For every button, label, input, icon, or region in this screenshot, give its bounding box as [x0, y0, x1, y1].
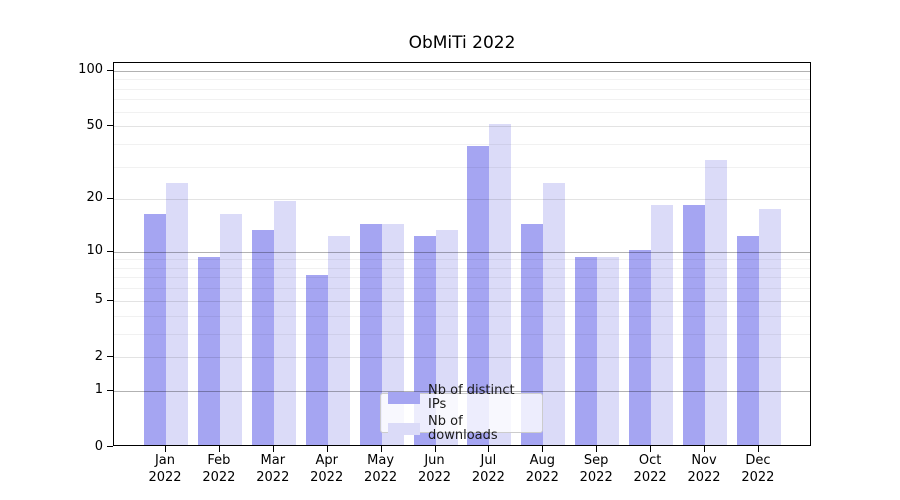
- x-tick-mark: [704, 446, 705, 452]
- x-tick-label: Oct 2022: [633, 453, 667, 485]
- minor-gridline: [114, 88, 810, 90]
- minor-gridline: [114, 79, 810, 81]
- y-tick-mark: [107, 250, 113, 252]
- bar-distinct-ips: [575, 257, 598, 445]
- x-tick-label: Sep 2022: [579, 453, 613, 485]
- legend-label-ips: Nb of distinct IPs: [428, 382, 515, 412]
- x-tick-mark: [650, 446, 652, 452]
- x-tick-label: Feb 2022: [202, 453, 236, 485]
- minor-gridline: [114, 288, 810, 290]
- bar-distinct-ips: [305, 275, 328, 445]
- y-tick-label: 100: [78, 62, 103, 78]
- bar-downloads: [381, 224, 404, 445]
- bar-distinct-ips: [359, 224, 382, 445]
- gridline: [114, 300, 810, 302]
- x-tick-label: May 2022: [364, 453, 398, 485]
- bar-downloads: [651, 204, 674, 445]
- bar-downloads: [705, 159, 727, 445]
- x-tick-mark: [326, 446, 328, 452]
- bar-distinct-ips: [683, 204, 705, 445]
- x-tick-label: Jul 2022: [471, 453, 505, 485]
- y-tick-label: 20: [86, 190, 103, 206]
- y-tick-label: 50: [86, 117, 103, 133]
- bar-downloads: [543, 182, 566, 445]
- x-tick-mark: [380, 446, 382, 452]
- x-tick-mark: [218, 446, 220, 452]
- x-tick-mark: [165, 446, 166, 452]
- bar-downloads: [166, 182, 188, 445]
- y-tick-mark: [107, 356, 113, 358]
- minor-gridline: [114, 267, 810, 269]
- bar-downloads: [435, 229, 458, 445]
- bar-downloads: [597, 257, 620, 445]
- gridline: [114, 357, 810, 359]
- y-tick-label: 1: [94, 382, 103, 397]
- x-tick-mark: [434, 446, 436, 452]
- minor-gridline: [114, 144, 810, 146]
- bar-distinct-ips: [467, 146, 490, 445]
- y-tick-mark: [107, 197, 113, 199]
- bar-distinct-ips: [197, 257, 220, 445]
- bar-downloads: [489, 124, 512, 445]
- minor-gridline: [114, 99, 810, 101]
- bar-distinct-ips: [736, 235, 759, 445]
- legend-item-downloads: Nb of downloads: [388, 413, 535, 443]
- y-tick-mark: [107, 389, 113, 391]
- x-tick-label: Aug 2022: [525, 453, 559, 485]
- bar-distinct-ips: [521, 224, 544, 445]
- x-tick-label: Nov 2022: [687, 453, 721, 485]
- x-tick-label: Apr 2022: [310, 453, 344, 485]
- gridline: [114, 126, 810, 128]
- y-tick-mark: [107, 299, 113, 301]
- minor-gridline: [114, 167, 810, 168]
- legend-item-distinct-ips: Nb of distinct IPs: [388, 382, 535, 412]
- minor-gridline: [114, 111, 810, 113]
- bar-downloads: [273, 200, 296, 445]
- y-tick-label: 5: [94, 292, 103, 308]
- x-tick-mark: [596, 446, 598, 452]
- x-tick-mark: [757, 446, 759, 452]
- minor-gridline: [114, 315, 810, 317]
- y-tick-label: 2: [94, 348, 103, 364]
- x-tick-mark: [542, 446, 544, 452]
- bar-downloads: [758, 209, 781, 445]
- x-tick-label: Jun 2022: [417, 453, 452, 485]
- y-tick-mark: [107, 125, 113, 127]
- gridline: [114, 198, 810, 200]
- y-tick-label: 10: [86, 243, 103, 258]
- bar-distinct-ips: [144, 214, 166, 445]
- x-tick-label: Jan 2022: [148, 453, 182, 485]
- legend-swatch-downloads: [388, 422, 420, 435]
- minor-gridline: [114, 334, 810, 335]
- legend-swatch-ips: [388, 391, 420, 404]
- legend-label-downloads: Nb of downloads: [428, 413, 498, 443]
- gridline: [114, 390, 810, 392]
- bar-distinct-ips: [251, 229, 274, 445]
- minor-gridline: [114, 259, 810, 261]
- gridline: [114, 70, 810, 72]
- x-tick-mark: [272, 446, 274, 452]
- bar-distinct-ips: [629, 249, 652, 445]
- y-tick-mark: [107, 69, 113, 71]
- chart-title: ObMiTi 2022: [408, 33, 516, 53]
- minor-gridline: [114, 277, 810, 279]
- x-tick-label: Dec 2022: [741, 453, 775, 485]
- gridline: [114, 251, 810, 253]
- bar-downloads: [219, 214, 242, 445]
- x-tick-label: Mar 2022: [256, 453, 290, 485]
- y-tick-mark: [107, 446, 113, 447]
- bar-downloads: [327, 235, 350, 445]
- x-tick-mark: [488, 446, 490, 452]
- plot-area: [113, 62, 811, 446]
- legend: Nb of distinct IPs Nb of downloads: [380, 383, 543, 442]
- gridlines-layer: [114, 63, 810, 445]
- bars-layer: [114, 63, 810, 445]
- y-tick-label: 0: [94, 438, 103, 454]
